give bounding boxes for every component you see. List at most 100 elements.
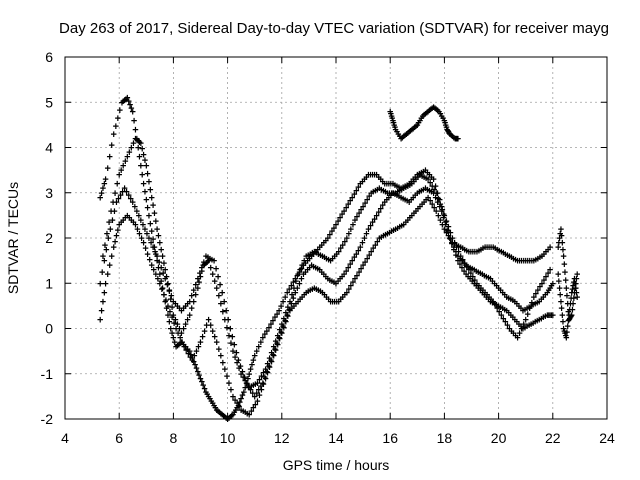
data-point-interp: +	[196, 370, 202, 382]
data-point: +	[325, 274, 331, 286]
data-point-interp: +	[546, 310, 552, 322]
data-point: +	[566, 310, 572, 322]
data-point-interp: +	[174, 301, 180, 313]
data-point: +	[186, 346, 192, 358]
data-point-interp: +	[146, 254, 152, 266]
data-point-interp: +	[529, 256, 535, 268]
data-point-interp: +	[247, 364, 253, 376]
data-point-interp: +	[534, 316, 540, 328]
data-point: +	[474, 247, 480, 259]
data-point-interp: +	[480, 285, 486, 297]
data-point-interp: +	[168, 291, 174, 303]
data-point: +	[121, 183, 127, 195]
data-point-interp: +	[480, 243, 486, 255]
data-point-interp: +	[459, 262, 465, 274]
data-point-interp: +	[449, 239, 455, 251]
data-point: +	[295, 296, 301, 308]
data-point: +	[514, 256, 520, 268]
data-point: +	[528, 319, 534, 331]
data-point-interp: +	[407, 180, 413, 192]
data-point-interp: +	[568, 311, 574, 323]
data-point-interp: +	[494, 244, 500, 256]
data-point-interp: +	[305, 286, 311, 298]
data-point-interp: +	[169, 328, 175, 340]
data-point-interp: +	[234, 403, 240, 415]
data-point: +	[409, 179, 415, 191]
data-point-interp: +	[468, 268, 474, 280]
data-point-interp: +	[207, 253, 213, 265]
data-point-interp: +	[345, 262, 351, 274]
data-point-interp: +	[204, 257, 210, 269]
data-point-interp: +	[127, 193, 133, 205]
data-point-interp: +	[310, 261, 316, 273]
data-point: +	[219, 409, 225, 421]
data-point: +	[436, 106, 442, 118]
data-point-interp: +	[506, 308, 512, 320]
data-point-interp: +	[232, 352, 238, 364]
data-point-interp: +	[382, 230, 388, 242]
data-point: +	[181, 342, 187, 354]
data-point-interp: +	[134, 135, 140, 147]
data-point-interp: +	[161, 258, 167, 270]
data-point-interp: +	[155, 274, 161, 286]
data-point: +	[178, 328, 184, 340]
data-point-interp: +	[277, 334, 283, 346]
data-point-interp: +	[158, 262, 164, 274]
data-point-interp: +	[201, 259, 207, 271]
data-point-interp: +	[370, 243, 376, 255]
data-point-interp: +	[535, 253, 541, 265]
data-point: +	[159, 251, 165, 263]
data-point-interp: +	[375, 207, 381, 219]
data-point-interp: +	[461, 258, 467, 270]
data-point: +	[124, 210, 130, 222]
data-point-interp: +	[429, 181, 435, 193]
x-tick-label: 10	[220, 430, 236, 446]
data-point: +	[279, 319, 285, 331]
data-point: +	[111, 242, 117, 254]
data-point-interp: +	[333, 249, 339, 261]
data-point: +	[230, 409, 236, 421]
data-point-interp: +	[440, 113, 446, 125]
data-point: +	[140, 179, 146, 191]
data-point-interp: +	[394, 223, 400, 235]
data-point-interp: +	[237, 397, 243, 409]
data-point-interp: +	[415, 118, 421, 130]
data-point-interp: +	[386, 188, 392, 200]
data-point: +	[195, 274, 201, 286]
data-point-interp: +	[532, 299, 538, 311]
data-point: +	[498, 310, 504, 322]
data-point: +	[466, 247, 472, 259]
data-point-interp: +	[362, 257, 368, 269]
x-tick-label: 4	[61, 430, 69, 446]
data-point: +	[430, 188, 436, 200]
data-point-interp: +	[252, 399, 258, 411]
data-point: +	[279, 328, 285, 340]
data-point-interp: +	[469, 276, 475, 288]
data-point-interp: +	[470, 247, 476, 259]
data-point-interp: +	[215, 271, 221, 283]
data-point-interp: +	[281, 313, 287, 325]
data-point-interp: +	[203, 258, 209, 270]
data-point-interp: +	[464, 245, 470, 257]
data-point-interp: +	[526, 302, 532, 314]
y-tick-label: 6	[45, 49, 53, 65]
data-point-interp: +	[354, 212, 360, 224]
data-point-interp: +	[429, 103, 435, 115]
data-point-interp: +	[508, 252, 514, 264]
data-point-interp: +	[228, 411, 234, 423]
data-point-interp: +	[508, 326, 514, 338]
data-point-interp: +	[335, 216, 341, 228]
data-point-interp: +	[489, 276, 495, 288]
data-point: +	[246, 382, 252, 394]
data-point-interp: +	[568, 293, 574, 305]
data-point-interp: +	[275, 330, 281, 342]
data-point: +	[287, 296, 293, 308]
data-point-interp: +	[451, 132, 457, 144]
data-point-interp: +	[153, 216, 159, 228]
data-point-interp: +	[469, 264, 475, 276]
data-point-interp: +	[432, 181, 438, 193]
data-point-interp: +	[533, 254, 539, 266]
data-point-interp: +	[399, 132, 405, 144]
data-point-interp: +	[516, 256, 522, 268]
data-point-interp: +	[353, 185, 359, 197]
